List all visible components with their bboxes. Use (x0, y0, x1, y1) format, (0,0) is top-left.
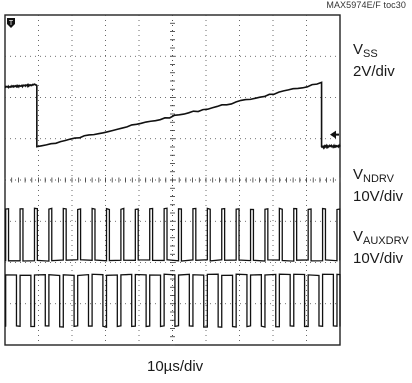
channel-scale-vauxdrv: 10V/div (353, 250, 404, 267)
channel-label-vauxdrv: VAUXDRV 10V/div (353, 228, 409, 268)
channel-name-vss: VSS (353, 41, 378, 60)
channel-label-vndrv: VNDRV 10V/div (353, 166, 403, 206)
trigger-marker-icon: T (7, 18, 15, 28)
scope-markers: T (7, 18, 339, 139)
trace-vndrv (4, 207, 341, 262)
scope-traces (4, 81, 341, 328)
channel-name-vauxdrv: VAUXDRV (353, 228, 409, 247)
figure-code-label: MAX5974E/F toc30 (326, 0, 406, 10)
channel-scale-vndrv: 10V/div (353, 188, 404, 205)
trace-vss (4, 81, 341, 150)
time-scale-label: 10µs/div (147, 358, 204, 375)
channel-name-vndrv: VNDRV (353, 166, 394, 185)
trigger-marker-shape (7, 18, 15, 28)
scope-graticule (4, 14, 341, 346)
channel-scale-vss: 2V/div (353, 63, 395, 80)
trace-vauxdrv (4, 273, 341, 328)
channel-arrow-icon (330, 130, 339, 139)
trigger-marker-letter: T (9, 20, 14, 27)
channel-label-vss: VSS 2V/div (353, 41, 395, 81)
